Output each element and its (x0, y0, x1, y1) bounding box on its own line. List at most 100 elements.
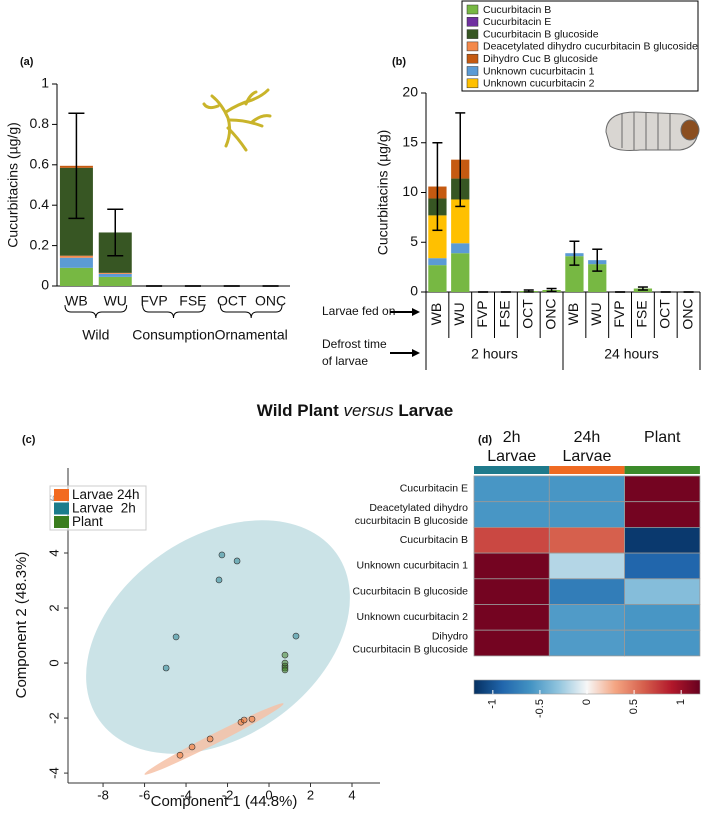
row-label: Larvae fed on (322, 304, 395, 318)
heat-cell (548, 501, 625, 528)
bar-segment (59, 267, 93, 286)
error-bar (592, 248, 603, 272)
x-tick-label: WB (428, 303, 444, 326)
y-tick-label: 1 (41, 75, 49, 91)
group-bracket (142, 304, 205, 319)
column-label: 24h (574, 429, 601, 446)
x-tick-label: FSE (497, 300, 513, 327)
x-tick-label: ONC (255, 293, 286, 309)
row-label: Cucurbitacin B (400, 534, 468, 546)
plant-icon (202, 88, 272, 152)
row-label: Cucurbitacin B glucoside (352, 643, 468, 655)
x-tick-label: WB (65, 293, 88, 309)
x-tick-label: ONC (542, 298, 558, 329)
bar-segment (451, 243, 470, 254)
row-label: Cucurbitacin B glucoside (352, 585, 468, 597)
heat-cell (624, 629, 701, 657)
colorbar-tick-label: 1 (675, 699, 687, 705)
colorbar-tick-label: -1 (487, 699, 499, 709)
group-label: Wild (82, 327, 109, 343)
y-tick-label: 5 (410, 233, 418, 249)
point (248, 715, 256, 723)
x-tick-label: FVP (140, 293, 167, 309)
legend-label: Larvae 24h (72, 487, 140, 502)
point (188, 743, 196, 751)
group-label: Consumption (132, 327, 215, 343)
y-tick-label: 0.6 (30, 156, 50, 172)
heat-cell (624, 604, 701, 631)
row-label: cucurbitacin B glucoside (355, 515, 468, 527)
group-label: 2 hours (471, 346, 518, 362)
colorbar-tick-label: -0.5 (534, 699, 546, 718)
x-tick-label: WU (104, 293, 127, 309)
row-label: Unknown cucurbitacin 1 (357, 560, 469, 572)
x-tick-label: WU (588, 302, 604, 325)
panel-label: (b) (392, 56, 406, 68)
panel-label: (a) (20, 56, 34, 68)
point (281, 651, 289, 659)
legend-swatch (466, 41, 479, 52)
row-label: of larvae (322, 354, 368, 368)
y-tick-label: 20 (402, 84, 418, 100)
y-tick-label: -4 (46, 767, 61, 779)
x-tick-label: OCT (217, 293, 247, 309)
point (218, 551, 226, 559)
legend-swatch (466, 4, 479, 15)
legend-label: Deacetylated dihydro cucurbitacin B gluc… (483, 41, 698, 53)
heat-cell (624, 475, 701, 503)
panel-label: (d) (478, 434, 492, 446)
heat-cell (548, 629, 625, 657)
x-tick-label: FVP (611, 300, 627, 327)
ellipse-2h (86, 520, 350, 754)
x-tick-label: -2 (222, 787, 234, 802)
bar-segment (98, 272, 132, 274)
x-tick-label: -4 (180, 787, 192, 802)
legend-swatch (466, 29, 479, 39)
y-tick-label: 15 (402, 133, 418, 149)
error-bar (107, 208, 124, 257)
bar-segment (451, 199, 470, 244)
colorbar-tick-label: 0.5 (628, 699, 640, 714)
point (240, 716, 248, 724)
row-label: Dihydro (432, 630, 468, 642)
y-tick-label: 4 (46, 549, 61, 556)
point (281, 666, 289, 674)
heat-cell (548, 578, 625, 605)
legend-label: Plant (72, 514, 103, 529)
error-bar (455, 112, 466, 208)
heat-cell (473, 552, 550, 580)
column-bar (474, 466, 550, 474)
point (215, 576, 223, 584)
column-bar (549, 466, 625, 474)
y-axis-label: Cucurbitacins (µg/g) (375, 130, 391, 256)
heat-cell (548, 475, 625, 503)
title-part: Wild Plant (257, 401, 339, 420)
x-tick-label: OCT (519, 299, 535, 329)
point (233, 557, 241, 565)
y-tick-label: 0 (46, 659, 61, 666)
x-tick-label: ONC (679, 298, 695, 329)
row-label: Deacetylated dihydro (369, 502, 468, 514)
x-tick-label: WB (565, 303, 581, 326)
arrow-head (412, 308, 420, 316)
bar-segment (98, 276, 132, 286)
y-tick-label: 0.4 (30, 196, 50, 212)
x-tick-label: FSE (634, 300, 650, 327)
point (292, 632, 300, 640)
point (176, 751, 184, 759)
error-bar (637, 286, 648, 291)
legend-swatch (466, 17, 479, 27)
y-axis-label: Component 2 (48.3%) (13, 552, 30, 699)
arrow-head (412, 349, 420, 357)
x-tick-label: FSE (179, 293, 206, 309)
heat-cell (548, 604, 625, 631)
heat-cell (624, 527, 701, 554)
title-part: versus (344, 401, 395, 420)
error-bar (523, 289, 534, 293)
point (172, 633, 180, 641)
column-label: 2h (503, 429, 521, 446)
y-tick-label: 0.2 (30, 236, 50, 252)
group-label: Ornamental (215, 327, 288, 343)
column-label: Plant (644, 429, 681, 446)
x-tick-label: 2 (307, 787, 314, 802)
